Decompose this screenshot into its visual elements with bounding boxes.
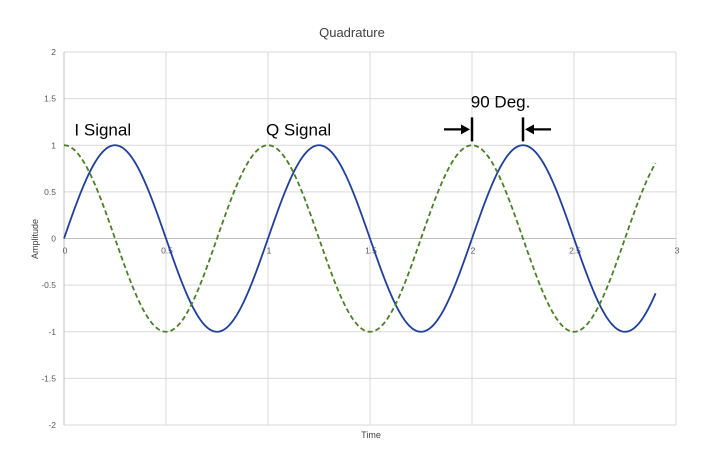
y-tick-label: -2	[48, 420, 56, 430]
x-tick-label: 1.5	[365, 246, 377, 256]
phase-arrow-right-head	[525, 124, 534, 135]
phase-arrow-left-head	[461, 124, 470, 135]
x-axis-title: Time	[361, 430, 381, 440]
q-signal-line	[63, 144, 657, 333]
y-axis-title: Amplitude	[30, 219, 40, 259]
chart-title: Quadrature	[319, 25, 385, 40]
x-tick-label: 0.5	[161, 246, 173, 256]
x-tick-label: 2	[471, 246, 476, 256]
y-tick-label: -1	[48, 327, 56, 337]
y-tick-label: 0.5	[44, 187, 56, 197]
x-tick-label: 1	[267, 246, 272, 256]
x-tick-label: 2.5	[569, 246, 581, 256]
i-signal-label: I Signal	[74, 120, 131, 139]
q-signal-label: Q Signal	[266, 120, 331, 139]
tick-labels: 0 0.5 1 1.5 2 2.5 3 -2 -1.5 -1 -0.5 0 0.5 1 1.5 2	[41, 47, 679, 430]
x-tick-label: 3	[675, 246, 680, 256]
x-tick-label: 0	[63, 246, 68, 256]
y-tick-label: -1.5	[41, 373, 56, 383]
series-lines	[63, 144, 657, 333]
i-signal-line	[63, 144, 657, 333]
phase-label: 90 Deg.	[471, 92, 531, 111]
y-tick-label: 1	[51, 140, 56, 150]
y-tick-label: 1.5	[44, 94, 56, 104]
y-tick-label: 2	[51, 47, 56, 57]
y-tick-label: -0.5	[41, 280, 56, 290]
annotations: I Signal Q Signal 90 Deg.	[74, 92, 551, 142]
y-tick-label: 0	[51, 234, 56, 244]
